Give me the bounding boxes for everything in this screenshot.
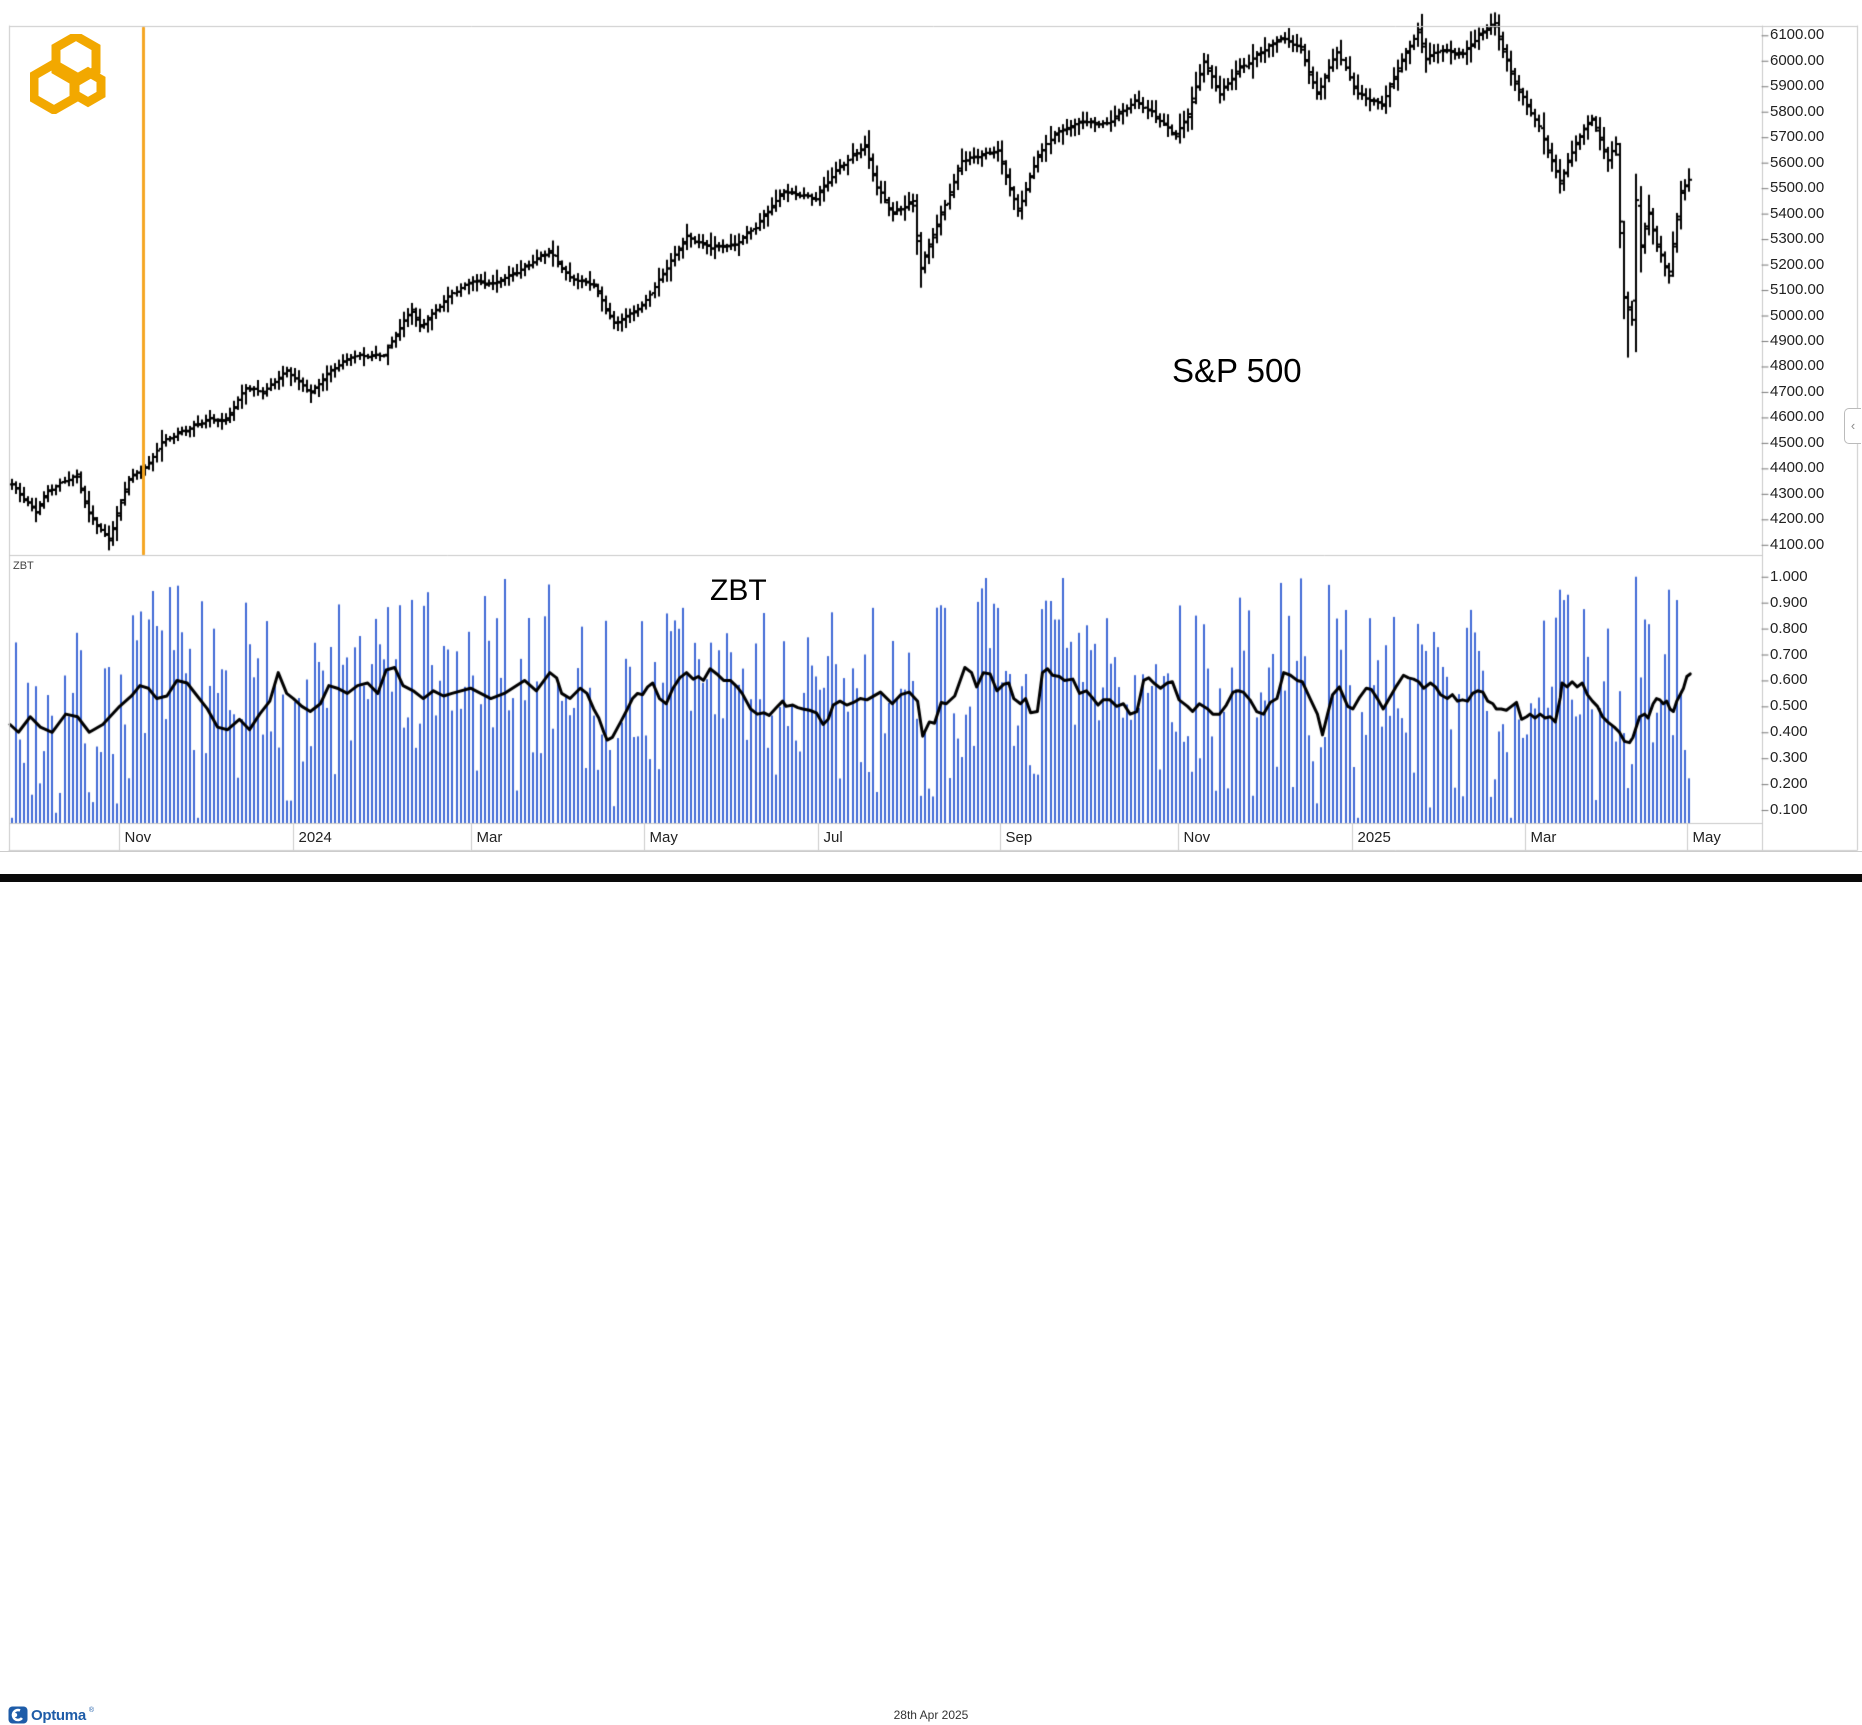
x-axis-label: May (1692, 829, 1721, 846)
registered-mark: ® (88, 1706, 95, 1714)
x-axis-label: Mar (1530, 829, 1557, 846)
zbt-panel-title[interactable]: ZBT (710, 574, 767, 607)
x-axis-label: Nov (124, 829, 152, 846)
y-axis-tick-label: 5200.00 (1770, 255, 1825, 273)
y-axis-tick-label: 0.500 (1770, 697, 1808, 715)
optuma-brand: Optuma ® (8, 1705, 94, 1725)
zbt-tool-tag: ZBT (13, 560, 34, 572)
y-axis-tick-label: 1.000 (1770, 567, 1808, 585)
chart-region: Nov 2024 Mar May Jul Sep Nov 2025 Mar May 6100.00 6… (0, 0, 1862, 882)
gold-hexagon-watermark-logo (30, 34, 106, 114)
y-axis-tick-label: 0.100 (1770, 801, 1808, 819)
x-axis-label: May (649, 829, 678, 846)
y-axis-tick-label: 4400.00 (1770, 459, 1825, 477)
y-axis-tick-label: 4200.00 (1770, 510, 1825, 528)
y-axis-tick-label: 0.700 (1770, 645, 1808, 663)
bottom-edge-strip (0, 874, 1862, 882)
y-axis-tick-label: 4100.00 (1770, 535, 1825, 553)
y-axis-tick-label: 4800.00 (1770, 357, 1825, 375)
y-axis-tick-label: 5000.00 (1770, 306, 1825, 324)
y-axis-tick-label: 4700.00 (1770, 382, 1825, 400)
price-panel-label[interactable]: S&P 500 (1172, 352, 1302, 389)
y-axis-tick-label: 5900.00 (1770, 77, 1825, 95)
x-axis-label: Nov (1183, 829, 1211, 846)
y-axis-tick-label: 0.900 (1770, 593, 1808, 611)
x-axis-label: Mar (476, 829, 503, 846)
y-axis-tick-label: 4500.00 (1770, 433, 1825, 451)
y-axis-tick-label: 4900.00 (1770, 332, 1825, 349)
x-axis-label: Sep (1005, 829, 1033, 846)
y-axis-tick-label: 0.400 (1770, 723, 1808, 741)
y-axis-tick-label: 5100.00 (1770, 281, 1825, 299)
hexagon-inner (70, 66, 106, 108)
y-axis-tick-label: 4300.00 (1770, 484, 1825, 502)
y-axis-tick-label: 5700.00 (1770, 128, 1825, 146)
x-axis-label: 2024 (298, 829, 332, 846)
y-axis-tick-label: 0.600 (1770, 671, 1808, 689)
y-axis-tick-label: 5600.00 (1770, 153, 1825, 171)
optuma-logo-icon (8, 1706, 28, 1724)
status-bar: 28th Apr 2025 Optuma ® (0, 851, 1862, 1724)
y-axis-tick-label: 6000.00 (1770, 51, 1825, 69)
y-axis-tick-label: 5800.00 (1770, 102, 1825, 120)
x-axis-label: Jul (823, 829, 843, 846)
y-axis-tick-label: 4600.00 (1770, 408, 1825, 426)
x-axis-label: 2025 (1357, 829, 1391, 846)
y-axis-tick-label: 0.200 (1770, 775, 1808, 793)
optuma-brand-text: Optuma (31, 1706, 86, 1724)
y-axis-tick-label: 5300.00 (1770, 230, 1825, 248)
axis-collapse-button[interactable]: ‹ (1844, 408, 1861, 444)
y-axis-tick-label: 6100.00 (1770, 26, 1825, 44)
y-axis-tick-label: 5500.00 (1770, 179, 1825, 197)
status-bar-date: 28th Apr 2025 (893, 1708, 969, 1722)
price-and-zbt-plot-canvas[interactable] (0, 0, 1862, 882)
y-axis-tick-label: 0.300 (1770, 749, 1808, 767)
y-axis-tick-label: 0.800 (1770, 619, 1808, 637)
y-axis-tick-label: 5400.00 (1770, 204, 1825, 222)
